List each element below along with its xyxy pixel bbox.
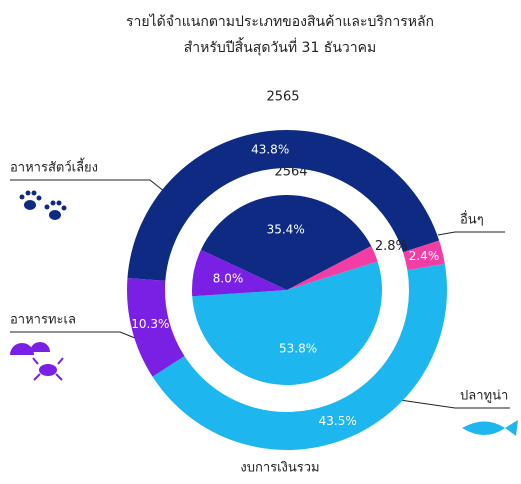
data-label: 53.8% bbox=[279, 341, 317, 355]
data-label: 10.3% bbox=[131, 317, 169, 331]
segment bbox=[152, 263, 447, 450]
leader-line bbox=[399, 399, 510, 409]
segment bbox=[403, 240, 445, 271]
data-label: 43.8% bbox=[251, 143, 289, 157]
segment bbox=[126, 278, 185, 377]
fish-icon bbox=[462, 420, 518, 436]
category-label: ปลาทูน่า bbox=[460, 389, 508, 404]
data-label: 2.8% bbox=[375, 239, 408, 254]
data-label: 35.4% bbox=[267, 223, 305, 237]
category-label: อาหารสัตว์เลี้ยง bbox=[10, 158, 98, 176]
footer: งบการเงินรวม bbox=[240, 461, 319, 476]
segment bbox=[127, 130, 440, 281]
chart-subtitle: สำหรับปีสิ้นสุดวันที่ 31 ธันวาคม bbox=[184, 37, 377, 56]
category-label: อื่นๆ bbox=[460, 211, 484, 228]
seafood-icon bbox=[10, 342, 64, 381]
segment bbox=[191, 249, 287, 297]
paw-icon bbox=[19, 190, 67, 220]
segment bbox=[192, 261, 383, 386]
leader-line bbox=[10, 331, 141, 341]
segment bbox=[287, 246, 378, 290]
leader-line bbox=[437, 231, 505, 236]
data-label: 8.0% bbox=[213, 271, 244, 285]
chart-title: รายได้จำแนกตามประเภทของสินค้าและบริการหล… bbox=[126, 13, 434, 30]
segment bbox=[200, 195, 372, 290]
leader-line bbox=[10, 179, 176, 201]
data-label: 43.5% bbox=[319, 414, 357, 428]
ring-label: 2565 bbox=[266, 90, 299, 105]
category-label: อาหารทะเล bbox=[10, 313, 76, 328]
data-label: 2.4% bbox=[409, 249, 440, 263]
